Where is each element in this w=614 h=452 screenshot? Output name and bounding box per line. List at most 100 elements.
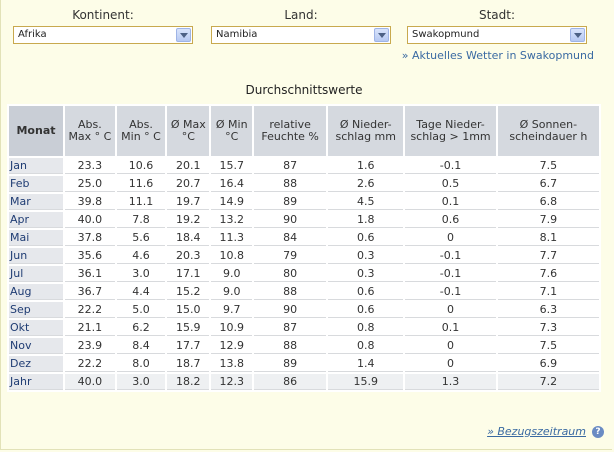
cell-month: Jahr bbox=[9, 374, 63, 390]
cell-abs-min: 5.0 bbox=[116, 302, 166, 318]
cell-month: Mai bbox=[9, 230, 63, 246]
cell-precip-days: -0.1 bbox=[405, 266, 496, 282]
cell-avg-min: 10.9 bbox=[211, 320, 253, 336]
cell-avg-max: 17.7 bbox=[167, 338, 210, 354]
current-weather-link[interactable]: » Aktuelles Wetter in Swakopmund bbox=[401, 49, 594, 62]
continent-label: Kontinent: bbox=[72, 8, 134, 22]
cell-precip: 1.6 bbox=[328, 158, 404, 174]
cell-avg-max: 15.2 bbox=[167, 284, 210, 300]
header-avg-min: Ø Min °C bbox=[211, 106, 253, 156]
cell-avg-min: 13.2 bbox=[211, 212, 253, 228]
chevron-down-icon[interactable] bbox=[570, 28, 585, 42]
cell-month: Apr bbox=[9, 212, 63, 228]
cell-abs-min: 6.2 bbox=[116, 320, 166, 336]
cell-sunshine: 7.9 bbox=[497, 212, 599, 228]
cell-avg-max: 20.7 bbox=[167, 176, 210, 192]
cell-avg-min: 12.9 bbox=[211, 338, 253, 354]
cell-month: Aug bbox=[9, 284, 63, 300]
header-abs-min: Abs. Min ° C bbox=[116, 106, 166, 156]
header-sunshine: Ø Sonnen- scheindauer h bbox=[497, 106, 599, 156]
cell-abs-max: 35.6 bbox=[65, 248, 115, 264]
cell-humidity: 90 bbox=[254, 212, 327, 228]
cell-precip: 0.6 bbox=[328, 302, 404, 318]
cell-precip: 2.6 bbox=[328, 176, 404, 192]
cell-avg-max: 15.9 bbox=[167, 320, 210, 336]
cell-precip-days: 0 bbox=[405, 302, 496, 318]
reference-period-link[interactable]: » Bezugszeitraum bbox=[487, 425, 586, 438]
table-row: Dez 22.2 8.0 18.7 13.8 89 1.4 0 6.9 bbox=[9, 356, 599, 372]
table-row: Mai 37.8 5.6 18.4 11.3 84 0.6 0 8.1 bbox=[9, 230, 599, 246]
cell-abs-max: 36.7 bbox=[65, 284, 115, 300]
header-precip: Ø Nieder- schlag mm bbox=[328, 106, 404, 156]
cell-precip: 0.8 bbox=[328, 320, 404, 336]
city-select-value: Swakopmund bbox=[412, 29, 480, 40]
header-month: Monat bbox=[9, 106, 63, 156]
city-label: Stadt: bbox=[478, 8, 516, 22]
cell-abs-min: 11.1 bbox=[116, 194, 166, 210]
cell-abs-max: 37.8 bbox=[65, 230, 115, 246]
cell-humidity: 88 bbox=[254, 338, 327, 354]
cell-precip-days: 0.1 bbox=[405, 320, 496, 336]
table-row: Jul 36.1 3.0 17.1 9.0 80 0.3 -0.1 7.6 bbox=[9, 266, 599, 282]
cell-avg-min: 9.7 bbox=[211, 302, 253, 318]
cell-month: Sep bbox=[9, 302, 63, 318]
cell-avg-min: 15.7 bbox=[211, 158, 253, 174]
cell-humidity: 90 bbox=[254, 302, 327, 318]
cell-humidity: 79 bbox=[254, 248, 327, 264]
cell-abs-min: 3.0 bbox=[116, 266, 166, 282]
header-precip-days: Tage Nieder- schlag > 1mm bbox=[405, 106, 496, 156]
cell-humidity: 87 bbox=[254, 320, 327, 336]
table-row: Feb 25.0 11.6 20.7 16.4 88 2.6 0.5 6.7 bbox=[9, 176, 599, 192]
table-row: Jun 35.6 4.6 20.3 10.8 79 0.3 -0.1 7.7 bbox=[9, 248, 599, 264]
table-row: Nov 23.9 8.4 17.7 12.9 88 0.8 0 7.5 bbox=[9, 338, 599, 354]
cell-month: Dez bbox=[9, 356, 63, 372]
cell-humidity: 89 bbox=[254, 194, 327, 210]
cell-sunshine: 7.5 bbox=[497, 158, 599, 174]
chevron-down-icon[interactable] bbox=[176, 28, 191, 42]
cell-sunshine: 7.1 bbox=[497, 284, 599, 300]
cell-abs-min: 3.0 bbox=[116, 374, 166, 390]
cell-month: Mar bbox=[9, 194, 63, 210]
table-body: Jan 23.3 10.6 20.1 15.7 87 1.6 -0.1 7.5 Feb 25.0 11… bbox=[9, 158, 599, 390]
cell-abs-min: 5.6 bbox=[116, 230, 166, 246]
cell-precip: 0.3 bbox=[328, 248, 404, 264]
cell-avg-max: 18.4 bbox=[167, 230, 210, 246]
table-row: Sep 22.2 5.0 15.0 9.7 90 0.6 0 6.3 bbox=[9, 302, 599, 318]
cell-precip: 0.3 bbox=[328, 266, 404, 282]
cell-avg-max: 20.1 bbox=[167, 158, 210, 174]
cell-avg-min: 12.3 bbox=[211, 374, 253, 390]
cell-humidity: 80 bbox=[254, 266, 327, 282]
cell-abs-min: 7.8 bbox=[116, 212, 166, 228]
cell-precip: 1.4 bbox=[328, 356, 404, 372]
cell-precip-days: 0 bbox=[405, 356, 496, 372]
city-select[interactable]: Swakopmund bbox=[407, 26, 587, 44]
country-label: Land: bbox=[284, 8, 318, 22]
footer: » Bezugszeitraum ? bbox=[487, 425, 604, 438]
cell-abs-min: 11.6 bbox=[116, 176, 166, 192]
continent-select[interactable]: Afrika bbox=[13, 26, 193, 44]
cell-avg-min: 9.0 bbox=[211, 284, 253, 300]
section-title: Durchschnittswerte bbox=[245, 83, 363, 97]
cell-precip-days: 0.1 bbox=[405, 194, 496, 210]
cell-precip-days: 0.5 bbox=[405, 176, 496, 192]
cell-sunshine: 7.2 bbox=[497, 374, 599, 390]
cell-precip-days: 0 bbox=[405, 338, 496, 354]
continent-select-value: Afrika bbox=[18, 29, 47, 40]
help-icon[interactable]: ? bbox=[592, 425, 604, 438]
table-row: Okt 21.1 6.2 15.9 10.9 87 0.8 0.1 7.3 bbox=[9, 320, 599, 336]
cell-humidity: 84 bbox=[254, 230, 327, 246]
cell-abs-max: 40.0 bbox=[65, 212, 115, 228]
cell-precip-days: -0.1 bbox=[405, 284, 496, 300]
cell-sunshine: 6.9 bbox=[497, 356, 599, 372]
cell-month: Nov bbox=[9, 338, 63, 354]
cell-sunshine: 7.5 bbox=[497, 338, 599, 354]
cell-avg-max: 19.2 bbox=[167, 212, 210, 228]
cell-sunshine: 8.1 bbox=[497, 230, 599, 246]
country-select[interactable]: Namibia bbox=[211, 26, 391, 44]
chevron-down-icon[interactable] bbox=[374, 28, 389, 42]
cell-precip-days: 0 bbox=[405, 230, 496, 246]
cell-abs-max: 36.1 bbox=[65, 266, 115, 282]
cell-month: Jul bbox=[9, 266, 63, 282]
cell-precip-days: 0.6 bbox=[405, 212, 496, 228]
